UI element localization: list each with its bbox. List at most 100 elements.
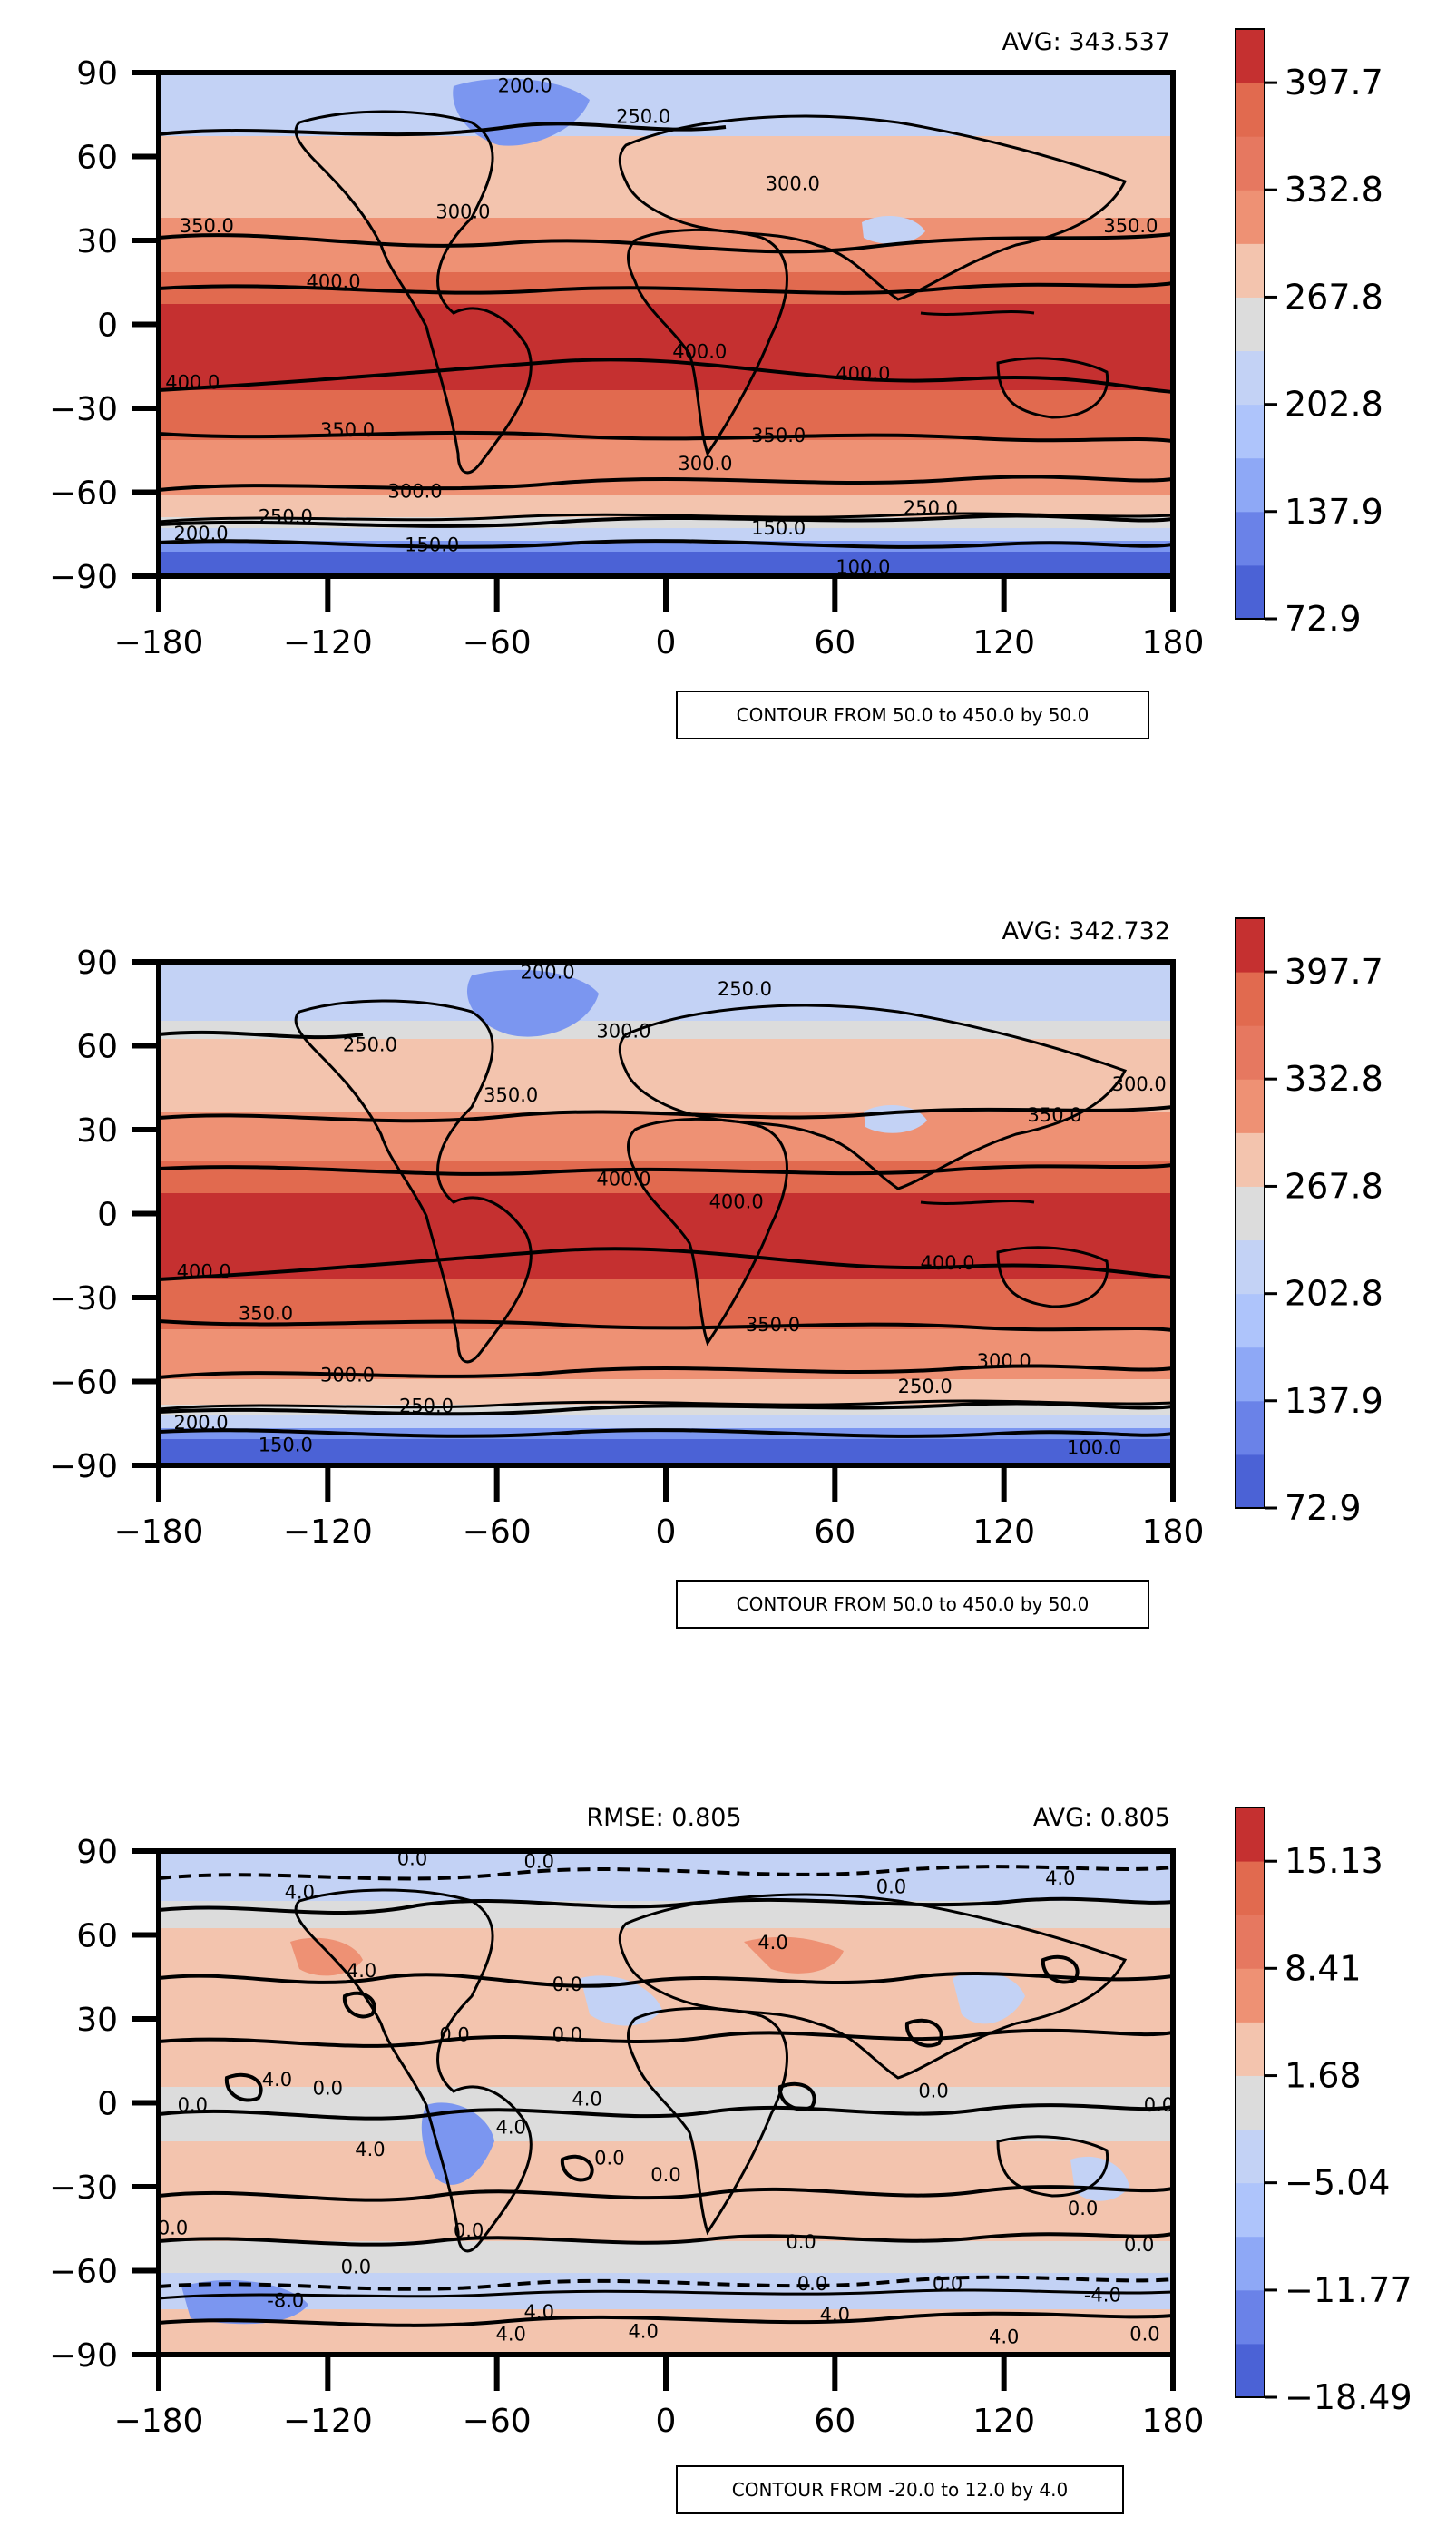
- contour-label-1-10: 350.0: [320, 419, 375, 441]
- contour-label-3-8: 0.0: [439, 2024, 469, 2046]
- panel-1-axes: −180 −120 −60 0 60 120 180 90 60 30 0 −30 −60 −90: [49, 55, 1204, 661]
- colorbar-3-level-1: [1236, 2289, 1265, 2345]
- contour-label-3-6: 4.0: [757, 1932, 787, 1954]
- y-tick-label-2-3: 0: [97, 1197, 118, 1234]
- contour-label-3-11: 0.0: [313, 2077, 343, 2099]
- contour-label-2-5: 300.0: [1112, 1073, 1167, 1095]
- y-tick-label-1-1: 60: [76, 140, 118, 177]
- contour-label-1-16: 200.0: [174, 523, 229, 544]
- colorbar-1-level-9: [1236, 83, 1265, 137]
- colorbar-1-level-10: [1236, 29, 1265, 83]
- contour-label-2-15: 250.0: [399, 1395, 454, 1416]
- band-3-antarctic-peach: [159, 2309, 1173, 2355]
- panel-3-rmse: RMSE: 0.805: [586, 1804, 741, 1832]
- contour-label-3-14: 0.0: [1144, 2094, 1174, 2116]
- contour-label-3-26: 0.0: [797, 2273, 827, 2295]
- colorbar-2-tick-label-4: 332.8: [1285, 1059, 1383, 1099]
- colorbar-1-level-4: [1236, 350, 1265, 406]
- colorbar-1-tick-label-2: 202.8: [1285, 385, 1383, 425]
- band-1-antarctic-mid: [159, 541, 1173, 552]
- contour-label-2-7: 400.0: [596, 1169, 650, 1190]
- x-tick-label-2-6: 180: [1142, 1513, 1205, 1551]
- y-tick-label-1-5: −60: [49, 475, 118, 513]
- contour-label-1-14: 250.0: [259, 505, 313, 527]
- contour-label-3-32: 4.0: [628, 2321, 658, 2343]
- colorbar-1-level-1: [1236, 511, 1265, 566]
- contour-label-3-30: 4.0: [524, 2301, 554, 2323]
- colorbar-2-frame: [1235, 917, 1265, 1509]
- y-tick-label-3-6: −90: [49, 2337, 118, 2375]
- panel-2-avg: AVG: 342.732: [1002, 917, 1170, 945]
- contour-label-1-13: 300.0: [388, 481, 443, 503]
- greenland-low-2: [466, 969, 599, 1037]
- coastlines-2: [159, 999, 1173, 1411]
- contour-label-3-25: 0.0: [341, 2257, 371, 2278]
- panel-3-avg: AVG: 0.805: [1033, 1804, 1170, 1832]
- tibet-low-1: [862, 215, 925, 244]
- panel-3: −180 −120 −60 0 60 120 180 90 60 30 0 −30 −60 −90 0.0…: [49, 1804, 1412, 2514]
- contour-label-3-0: 0.0: [397, 1847, 427, 1869]
- y-tick-label-1-4: −30: [49, 391, 118, 428]
- x-tick-label-2-2: −60: [463, 1513, 532, 1551]
- contour-label-3-17: 4.0: [355, 2139, 385, 2160]
- x-tick-label-2-4: 60: [814, 1513, 855, 1551]
- band-2-antarctic-light: [159, 1415, 1173, 1428]
- contour-label-3-5: 4.0: [347, 1960, 376, 1982]
- contour-label-3-33: 4.0: [495, 2324, 525, 2346]
- panel-3-colorbar: −18.49 −11.77 −5.04 1.68 8.41 15.13: [1235, 1807, 1412, 2417]
- contour-label-3-31: 4.0: [820, 2304, 850, 2326]
- colorbar-2-level-5: [1236, 1186, 1265, 1241]
- contour-label-3-15: 4.0: [572, 2089, 601, 2111]
- y-tick-label-2-1: 60: [76, 1029, 118, 1066]
- colorbar-3-level-5: [1236, 2075, 1265, 2130]
- panel-2-contour-note: CONTOUR FROM 50.0 to 450.0 by 50.0: [737, 1593, 1090, 1615]
- colorbar-3-tick-label-4: 8.41: [1285, 1948, 1362, 1988]
- y-tick-label-3-5: −60: [49, 2254, 118, 2291]
- colorbar-3-level-0: [1236, 2343, 1265, 2398]
- y-tick-label-3-2: 30: [76, 2002, 118, 2039]
- x-tick-label-1-6: 180: [1142, 624, 1205, 661]
- colorbar-3-tick-label-1: −11.77: [1285, 2270, 1412, 2310]
- contour-label-1-9: 400.0: [165, 371, 220, 393]
- colorbar-3-level-4: [1236, 2129, 1265, 2184]
- colorbar-2-level-1: [1236, 1400, 1265, 1455]
- colorbar-2-level-6: [1236, 1132, 1265, 1187]
- contour-label-1-7: 400.0: [672, 341, 727, 363]
- x-tick-label-3-6: 180: [1142, 2403, 1205, 2440]
- contour-label-3-4: 4.0: [285, 1881, 315, 1903]
- contour-label-2-13: 300.0: [320, 1365, 375, 1386]
- contour-label-1-4: 350.0: [180, 215, 234, 237]
- colorbar-3-level-3: [1236, 2182, 1265, 2238]
- colorbar-3-frame: [1235, 1807, 1265, 2398]
- x-tick-label-1-1: −120: [283, 624, 373, 661]
- y-tick-label-2-0: 90: [76, 945, 118, 982]
- x-tick-label-1-0: −180: [114, 624, 204, 661]
- x-tick-label-2-5: 120: [972, 1513, 1035, 1551]
- contour-label-1-15: 250.0: [904, 497, 958, 519]
- contour-label-1-11: 350.0: [751, 425, 806, 446]
- contour-label-3-9: 0.0: [552, 2024, 582, 2046]
- contour-label-2-18: 150.0: [259, 1435, 313, 1456]
- panel-3-axes: −180 −120 −60 0 60 120 180 90 60 30 0 −30 −60 −90: [49, 1834, 1204, 2440]
- colorbar-2-tick-label-3: 267.8: [1285, 1166, 1383, 1206]
- x-tick-label-3-5: 120: [972, 2403, 1035, 2440]
- panel-2-contour-labels: 200.0 250.0 300.0 250.0 350.0 300.0 350.0 400.0…: [174, 962, 1167, 1459]
- band-2-antarctic: [159, 1439, 1173, 1465]
- contour-label-2-19: 100.0: [1067, 1437, 1121, 1459]
- x-tick-label-1-2: −60: [463, 624, 532, 661]
- contour-label-3-28: -8.0: [267, 2290, 304, 2312]
- contour-label-3-29: -4.0: [1084, 2284, 1121, 2306]
- contours-2: [159, 1030, 1173, 1438]
- contour-label-2-10: 400.0: [177, 1260, 231, 1282]
- contour-label-2-6: 350.0: [1028, 1104, 1082, 1126]
- y-tick-label-1-3: 0: [97, 308, 118, 345]
- panel-2-axes: −180 −120 −60 0 60 120 180 90 60 30 0 −30 −60 −90: [49, 945, 1204, 1551]
- colorbar-1-level-3: [1236, 404, 1265, 459]
- colorbar-1-level-2: [1236, 457, 1265, 513]
- colorbar-1-tick-label-0: 72.9: [1285, 599, 1362, 639]
- contour-label-3-7: 0.0: [552, 1974, 582, 1995]
- band-1-north-mid: [159, 136, 1173, 218]
- contour-label-3-13: 0.0: [918, 2080, 948, 2101]
- diff-blob-6: [181, 2279, 308, 2325]
- diff-blob-2: [421, 2102, 494, 2185]
